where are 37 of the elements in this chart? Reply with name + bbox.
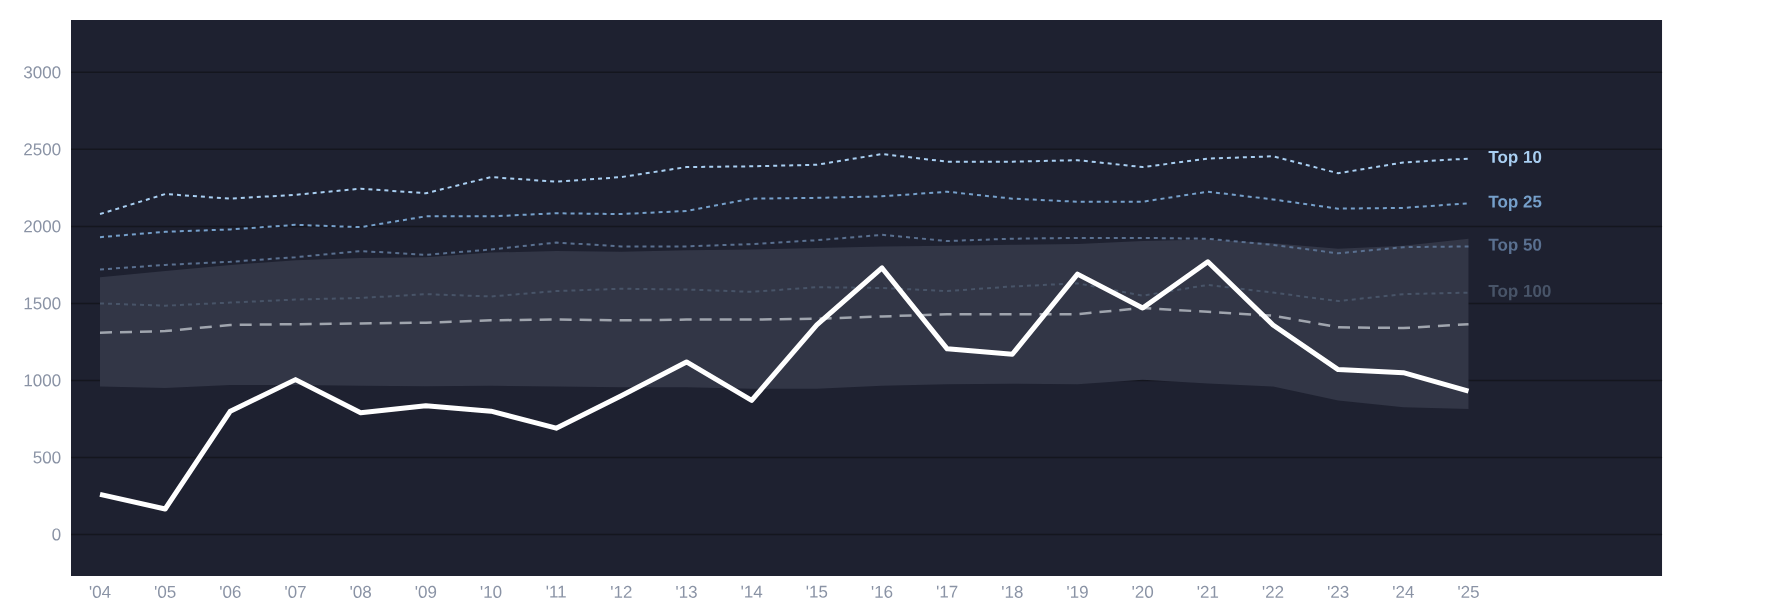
y-tick-label: 2000 — [24, 220, 61, 233]
x-tick-label: '08 — [350, 585, 372, 598]
series-label: Top 25 — [1488, 195, 1542, 211]
x-tick-label: '10 — [480, 585, 502, 598]
x-tick-label: '07 — [285, 585, 306, 598]
x-tick-label: '17 — [936, 585, 958, 598]
series-label: Top 100 — [1488, 284, 1551, 301]
x-tick-label: '06 — [220, 585, 241, 598]
x-tick-label: '22 — [1262, 585, 1284, 598]
x-tick-label: '12 — [611, 585, 632, 598]
x-tick-label: '23 — [1327, 585, 1349, 598]
line-series — [99, 190, 1470, 239]
y-tick-label: 2500 — [24, 143, 61, 156]
line-series — [99, 282, 1470, 307]
x-tick-label: '04 — [89, 585, 111, 598]
y-tick-label: 0 — [52, 528, 61, 541]
x-tick-label: '05 — [154, 585, 176, 598]
x-tick-label: '20 — [1132, 585, 1154, 598]
line-series — [99, 152, 1470, 216]
y-tick-label: 3000 — [23, 66, 61, 79]
x-tick-label: '09 — [415, 585, 437, 598]
y-tick-label: 1000 — [24, 374, 61, 387]
x-tick-label: '25 — [1458, 585, 1479, 598]
x-tick-label: '19 — [1067, 585, 1088, 598]
x-tick-label: '24 — [1393, 585, 1414, 598]
line-series — [99, 233, 1470, 271]
series-label: Top 50 — [1488, 238, 1542, 255]
series-label: Top 10 — [1488, 150, 1542, 167]
x-tick-label: '11 — [546, 585, 566, 598]
x-tick-label: '15 — [806, 585, 828, 598]
x-tick-label: '14 — [741, 585, 763, 598]
x-tick-label: '21 — [1197, 585, 1219, 598]
y-tick-label: 1500 — [24, 297, 61, 310]
x-tick-label: '13 — [676, 585, 697, 598]
x-tick-label: '16 — [871, 585, 893, 598]
y-tick-label: 500 — [33, 451, 61, 464]
x-tick-label: '18 — [1002, 585, 1023, 598]
